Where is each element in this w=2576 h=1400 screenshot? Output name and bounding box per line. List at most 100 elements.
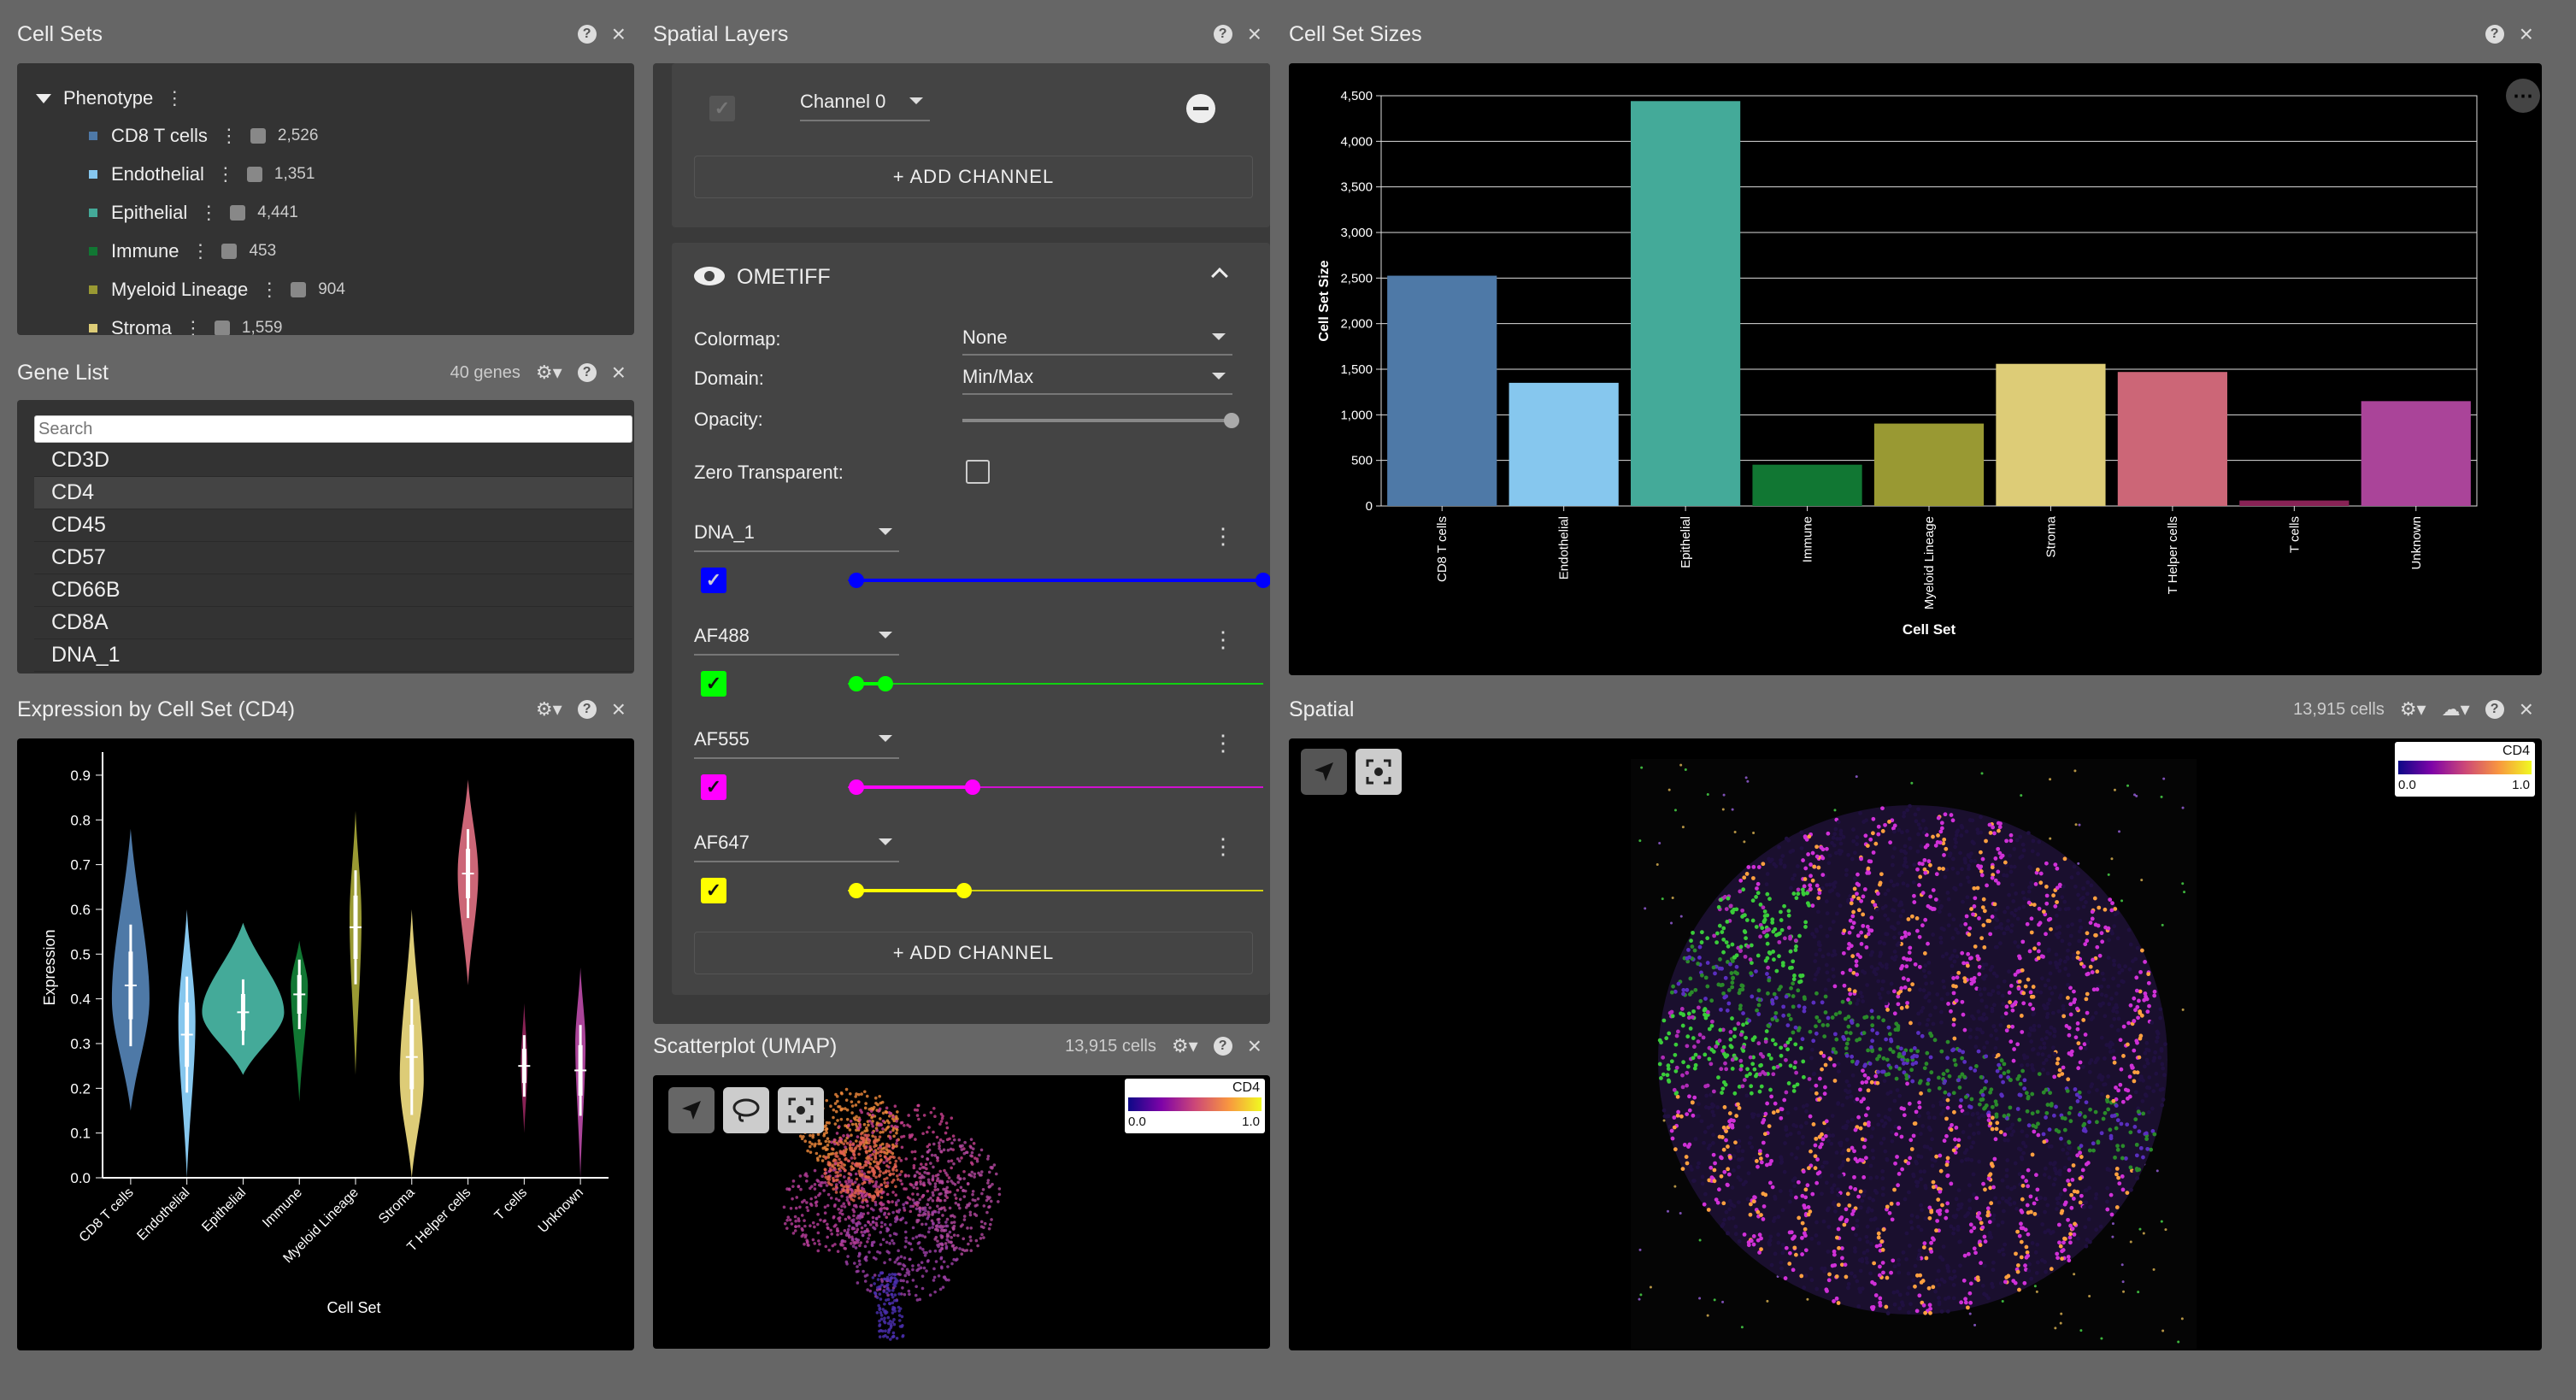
channel-options-icon[interactable]: ⋮: [1212, 833, 1234, 859]
cell-set-checkbox[interactable]: [221, 244, 238, 259]
channel-visibility-checkbox[interactable]: ✓: [701, 774, 726, 800]
channel-visibility-checkbox[interactable]: ✓: [701, 878, 726, 903]
bar[interactable]: [2361, 401, 2471, 506]
tree-root[interactable]: Phenotype ⋮: [36, 87, 196, 109]
more-icon[interactable]: ⋮: [199, 202, 219, 223]
spatial-canvas[interactable]: CD4 0.0 1.0: [1289, 738, 2542, 1350]
bar[interactable]: [2117, 372, 2227, 506]
bar[interactable]: [1873, 423, 1985, 506]
zero-transparent-checkbox[interactable]: [966, 460, 990, 484]
range-handle-min[interactable]: [848, 676, 864, 691]
gear-icon[interactable]: ⚙▾: [1171, 1035, 1198, 1056]
cell-set-item[interactable]: Stroma ⋮ 1,559: [89, 317, 282, 335]
channel-visibility-checkbox[interactable]: ✓: [701, 568, 726, 593]
cell-set-checkbox[interactable]: [214, 321, 230, 335]
channel-range-slider[interactable]: [848, 786, 1263, 788]
bar[interactable]: [1387, 275, 1497, 506]
recenter-tool-button[interactable]: [1356, 749, 1402, 795]
opacity-handle[interactable]: [1224, 413, 1239, 428]
range-handle-min[interactable]: [848, 883, 864, 898]
cloud-download-icon[interactable]: ☁▾: [2441, 698, 2470, 720]
channel-range-slider[interactable]: [848, 683, 1263, 685]
gene-list-item[interactable]: DNA_1: [34, 639, 632, 672]
gear-icon[interactable]: ⚙▾: [535, 362, 562, 383]
channel-select[interactable]: AF555: [694, 728, 899, 759]
gene-search-input[interactable]: [34, 415, 632, 443]
channel0-checkbox[interactable]: ✓: [709, 96, 735, 121]
help-icon[interactable]: ?: [577, 700, 597, 719]
cell-set-item[interactable]: Immune ⋮ 453: [89, 240, 276, 262]
help-icon[interactable]: ?: [1213, 25, 1232, 44]
range-handle-max[interactable]: [956, 883, 973, 898]
lasso-tool-button[interactable]: [723, 1087, 769, 1133]
recenter-tool-button[interactable]: [778, 1087, 824, 1133]
chevron-up-icon[interactable]: [1211, 268, 1228, 285]
pointer-tool-button[interactable]: [1301, 749, 1347, 795]
channel0-select[interactable]: Channel 0: [800, 91, 930, 121]
gene-list-item[interactable]: CD45: [34, 509, 632, 542]
channel-options-icon[interactable]: ⋮: [1212, 626, 1234, 652]
gene-list-item[interactable]: CD66B: [34, 574, 632, 607]
help-icon[interactable]: ?: [577, 25, 597, 44]
bar[interactable]: [1752, 464, 1862, 506]
channel-options-icon[interactable]: ⋮: [1212, 730, 1234, 756]
channel-select[interactable]: AF647: [694, 832, 899, 862]
channel-options-icon[interactable]: ⋮: [1212, 523, 1234, 549]
help-icon[interactable]: ?: [2485, 25, 2504, 44]
bar[interactable]: [1509, 382, 1619, 506]
gear-icon[interactable]: ⚙▾: [2399, 698, 2426, 720]
close-icon[interactable]: ×: [611, 359, 626, 385]
colormap-select[interactable]: None: [962, 326, 1232, 356]
more-icon[interactable]: ⋮: [215, 163, 235, 185]
opacity-slider[interactable]: [962, 413, 1239, 428]
more-icon[interactable]: ⋮: [260, 279, 279, 300]
cell-set-item[interactable]: Epithelial ⋮ 4,441: [89, 202, 298, 224]
help-icon[interactable]: ?: [1213, 1037, 1232, 1056]
close-icon[interactable]: ×: [611, 696, 626, 722]
pointer-tool-button[interactable]: [668, 1087, 715, 1133]
scatterplot-canvas[interactable]: CD4 0.0 1.0: [653, 1075, 1270, 1349]
range-handle-max[interactable]: [1256, 573, 1270, 588]
range-handle-min[interactable]: [848, 779, 864, 795]
channel-range-slider[interactable]: [848, 890, 1263, 891]
eye-icon[interactable]: [694, 267, 725, 285]
cell-set-checkbox[interactable]: [246, 167, 262, 182]
gene-list-item[interactable]: CD57: [34, 542, 632, 574]
gene-list-item[interactable]: CD3D: [34, 444, 632, 477]
more-icon[interactable]: ⋮: [183, 317, 203, 335]
remove-layer-icon[interactable]: [1186, 94, 1215, 123]
range-handle-max[interactable]: [877, 676, 893, 691]
channel-select[interactable]: DNA_1: [694, 521, 899, 552]
more-icon[interactable]: ⋮: [219, 125, 238, 146]
add-channel-button-2[interactable]: + ADD CHANNEL: [694, 932, 1253, 974]
more-icon[interactable]: ⋮: [191, 240, 210, 262]
caret-down-icon[interactable]: [36, 93, 51, 103]
gear-icon[interactable]: ⚙▾: [535, 698, 562, 720]
bar[interactable]: [1631, 101, 1741, 506]
cell-set-checkbox[interactable]: [291, 282, 307, 297]
help-icon[interactable]: ?: [577, 363, 597, 382]
close-icon[interactable]: ×: [2519, 21, 2533, 47]
close-icon[interactable]: ×: [1247, 21, 1262, 47]
cell-set-item[interactable]: Myeloid Lineage ⋮ 904: [89, 279, 345, 301]
cell-set-checkbox[interactable]: [230, 205, 246, 221]
bar[interactable]: [1996, 363, 2106, 506]
range-handle-min[interactable]: [848, 573, 864, 588]
cell-set-item[interactable]: Endothelial ⋮ 1,351: [89, 163, 315, 185]
gene-list-item[interactable]: CD4: [34, 477, 632, 509]
help-icon[interactable]: ?: [2485, 700, 2504, 719]
close-icon[interactable]: ×: [611, 21, 626, 47]
channel-visibility-checkbox[interactable]: ✓: [701, 671, 726, 697]
cell-set-item[interactable]: CD8 T cells ⋮ 2,526: [89, 125, 318, 147]
close-icon[interactable]: ×: [2519, 696, 2533, 722]
chart-actions-icon[interactable]: ⋯: [2506, 79, 2540, 113]
domain-select[interactable]: Min/Max: [962, 366, 1232, 395]
bar[interactable]: [2239, 500, 2350, 506]
channel-select[interactable]: AF488: [694, 625, 899, 656]
more-icon[interactable]: ⋮: [165, 87, 185, 109]
add-channel-button-1[interactable]: + ADD CHANNEL: [694, 156, 1253, 198]
close-icon[interactable]: ×: [1247, 1032, 1262, 1059]
gene-list-item[interactable]: CD8A: [34, 607, 632, 639]
cell-set-checkbox[interactable]: [250, 128, 266, 144]
range-handle-max[interactable]: [964, 779, 980, 795]
